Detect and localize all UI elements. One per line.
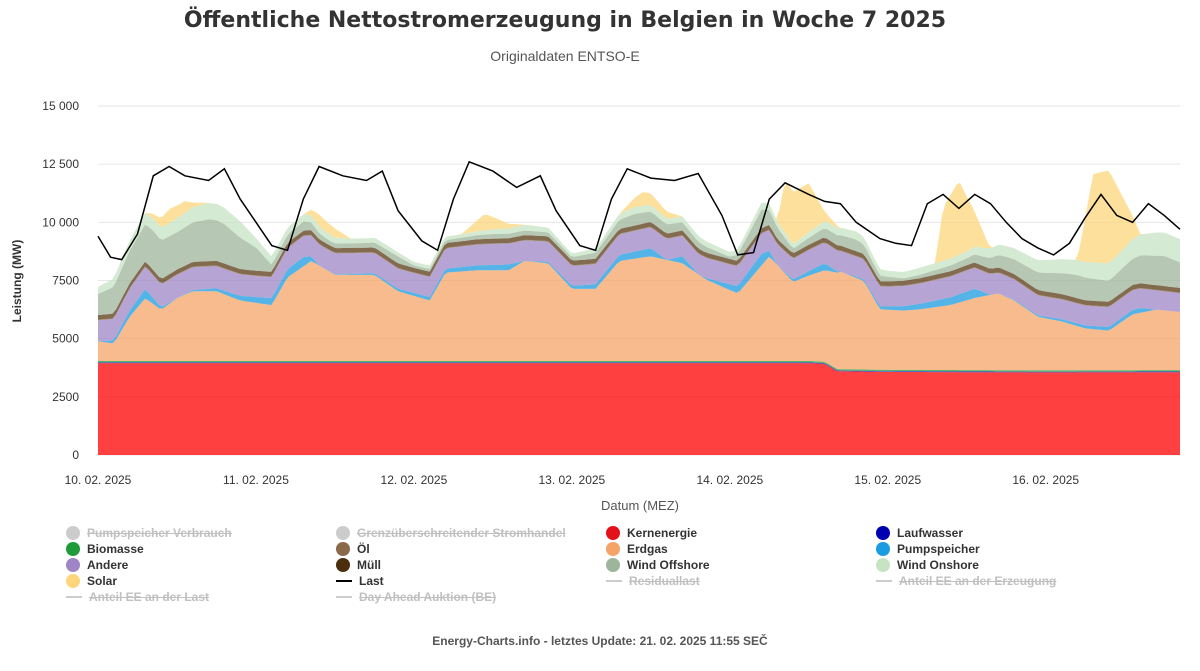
- legend-label: Müll: [357, 558, 381, 572]
- x-tick-label: 11. 02. 2025: [223, 473, 289, 487]
- legend-label: Last: [359, 574, 384, 588]
- legend-item[interactable]: Wind Offshore: [606, 558, 710, 572]
- legend-dot-icon: [336, 558, 350, 572]
- legend-dot-icon: [66, 542, 80, 556]
- legend-item[interactable]: Anteil EE an der Last: [66, 590, 209, 604]
- legend-label: Pumpspeicher: [897, 542, 980, 556]
- area-solar: [98, 170, 1180, 287]
- y-tick-label: 0: [72, 448, 79, 462]
- area-biomasse: [98, 361, 1180, 372]
- area-wind-offshore: [98, 209, 1180, 315]
- legend-item[interactable]: Erdgas: [606, 542, 668, 556]
- legend-dot-icon: [876, 542, 890, 556]
- legend-label: Grenzüberschreitender Stromhandel: [357, 526, 566, 540]
- legend-item[interactable]: Last: [336, 574, 384, 588]
- y-tick-label: 7500: [52, 274, 79, 288]
- legend-label: Andere: [87, 558, 129, 572]
- legend-line-icon: [606, 580, 622, 582]
- legend-item[interactable]: Pumpspeicher: [876, 542, 980, 556]
- x-tick-label: 16. 02. 2025: [1012, 473, 1079, 487]
- legend-dot-icon: [876, 526, 890, 540]
- legend-item[interactable]: Day Ahead Auktion (BE): [336, 590, 496, 604]
- legend-label: Erdgas: [627, 542, 668, 556]
- legend-item[interactable]: Grenzüberschreitender Stromhandel: [336, 526, 566, 540]
- area-pumpspeicher: [98, 248, 1180, 344]
- x-tick-label: 15. 02. 2025: [854, 473, 921, 487]
- legend-dot-icon: [336, 542, 350, 556]
- legend-dot-icon: [336, 526, 350, 540]
- legend-label: Residuallast: [629, 574, 700, 588]
- line-last: [97, 160, 1181, 261]
- x-axis-label: Datum (MEZ): [601, 498, 679, 513]
- load-line: [97, 160, 1181, 261]
- legend-item[interactable]: Solar: [66, 574, 117, 588]
- legend-item[interactable]: Öl: [336, 542, 370, 556]
- x-axis-ticks: 10. 02. 2025 11. 02. 2025 12. 02. 2025 13. …: [65, 473, 1080, 487]
- legend-item[interactable]: Residuallast: [606, 574, 700, 588]
- legend-dot-icon: [606, 542, 620, 556]
- legend-label: Solar: [87, 574, 118, 588]
- area-muell: [98, 222, 1180, 320]
- x-tick-label: 10. 02. 2025: [65, 473, 132, 487]
- legend-item[interactable]: Wind Onshore: [876, 558, 979, 572]
- legend-label: Anteil EE an der Erzeugung: [899, 574, 1057, 588]
- legend-label: Wind Offshore: [627, 558, 710, 572]
- legend-item[interactable]: Andere: [66, 558, 128, 572]
- legend-dot-icon: [66, 574, 80, 588]
- y-tick-label: 12 500: [42, 157, 79, 171]
- legend-line-icon: [336, 580, 352, 582]
- legend-line-icon: [66, 596, 82, 598]
- legend-label: Kernenergie: [627, 526, 698, 540]
- legend-label: Öl: [357, 542, 370, 556]
- legend-label: Day Ahead Auktion (BE): [359, 590, 497, 604]
- area-erdgas: [98, 256, 1180, 371]
- legend-label: Anteil EE an der Last: [89, 590, 210, 604]
- area-kernenergie: [98, 363, 1180, 455]
- legend-item[interactable]: Pumpspeicher Verbrauch: [66, 526, 232, 540]
- legend-dot-icon: [876, 558, 890, 572]
- area-andere: [98, 227, 1180, 342]
- legend-dot-icon: [66, 558, 80, 572]
- legend-line-icon: [336, 596, 352, 598]
- legend-item[interactable]: Müll: [336, 558, 381, 572]
- legend-dot-icon: [606, 526, 620, 540]
- x-tick-label: 13. 02. 2025: [539, 473, 606, 487]
- legend-item[interactable]: Laufwasser: [876, 526, 963, 540]
- footer-update: Energy-Charts.info - letztes Update: 21.…: [432, 634, 768, 648]
- legend-item[interactable]: Kernenergie: [606, 526, 697, 540]
- x-tick-label: 14. 02. 2025: [696, 473, 763, 487]
- chart-subtitle: Originaldaten ENTSO-E: [490, 48, 640, 64]
- legend-dot-icon: [606, 558, 620, 572]
- legend-label: Laufwasser: [897, 526, 964, 540]
- legend-label: Pumpspeicher Verbrauch: [87, 526, 232, 540]
- stacked-areas: [98, 170, 1180, 455]
- chart-title: Öffentliche Nettostromerzeugung in Belgi…: [183, 8, 947, 33]
- legend-item[interactable]: Biomasse: [66, 542, 144, 556]
- y-tick-label: 5000: [52, 332, 79, 346]
- y-tick-label: 2500: [52, 390, 79, 404]
- legend-line-icon: [876, 580, 892, 582]
- legend-dot-icon: [66, 526, 80, 540]
- x-tick-label: 12. 02. 2025: [381, 473, 448, 487]
- y-tick-label: 10 000: [42, 215, 79, 229]
- y-tick-label: 15 000: [42, 99, 79, 113]
- chart-area: 0 2500 5000 7500 10 000 12 500 15 000 10. 02. …: [10, 99, 1181, 513]
- legend-label: Wind Onshore: [897, 558, 979, 572]
- area-wind-onshore: [98, 202, 1180, 294]
- y-axis-label: Leistung (MW): [10, 240, 24, 323]
- y-axis-ticks: 0 2500 5000 7500 10 000 12 500 15 000: [42, 99, 79, 462]
- legend-item[interactable]: Anteil EE an der Erzeugung: [876, 574, 1056, 588]
- legend-label: Biomasse: [87, 542, 144, 556]
